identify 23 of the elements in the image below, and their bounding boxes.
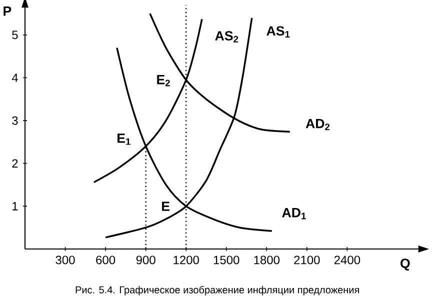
x-tick-label: 1200	[174, 256, 199, 264]
y-tick-label: 4	[12, 74, 18, 82]
text: Рис. 5.4. Графическое изображение инфляции предложения	[76, 286, 359, 296]
annotation: E$_{1}$	[118, 134, 130, 145]
x-tick-label: 1500	[214, 256, 240, 264]
x-tick-label: 1800	[254, 256, 280, 264]
x-tick-label: 300	[56, 256, 75, 264]
x-axis-title: Q	[400, 258, 410, 271]
y-axis-title: P	[4, 6, 12, 16]
x-tick-label: 600	[96, 256, 116, 264]
x-tick-label: 2100	[294, 256, 320, 264]
annotation: E	[162, 202, 170, 211]
y-tick-label: 2	[12, 159, 18, 168]
annotation: AS$_{2}$	[215, 31, 238, 42]
y-tick-label: 1	[12, 202, 18, 210]
y-tick-label: 3	[12, 116, 18, 125]
annotation: E$_{2}$	[157, 75, 170, 86]
y-tick-label: 5	[12, 30, 18, 40]
annotation: AS$_{1}$	[266, 26, 290, 38]
annotation: AD$_{1}$	[282, 208, 306, 220]
x-tick-label: 2400	[334, 256, 360, 264]
annotation: AD$_{2}$	[306, 118, 330, 130]
x-tick-label: 900	[136, 256, 156, 264]
